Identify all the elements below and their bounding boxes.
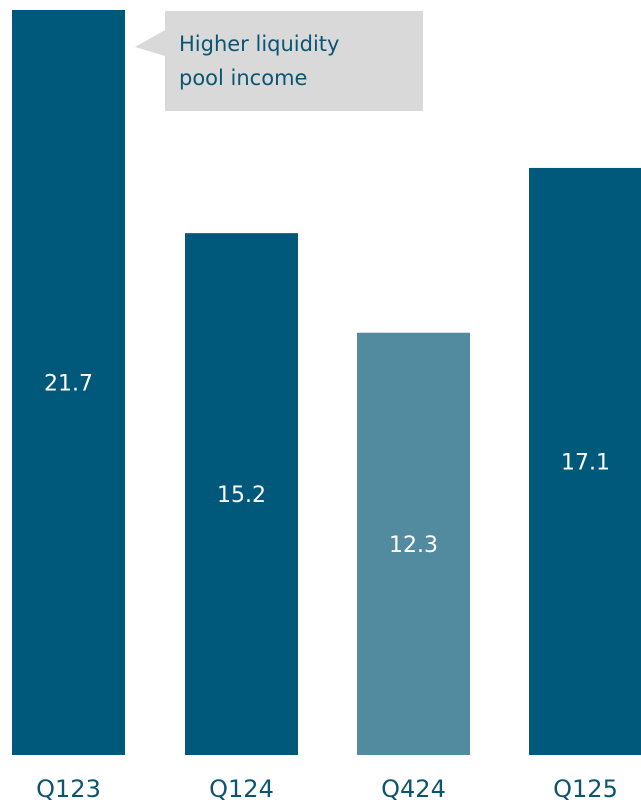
callout-box <box>135 11 423 111</box>
value-labels-group: 21.7 15.2 12.3 17.1 <box>44 372 610 558</box>
callout-text-line-1: Higher liquidity <box>179 32 339 56</box>
annotation-callout: Higher liquidity pool income <box>135 11 423 111</box>
x-tick-label-q124: Q124 <box>209 775 274 803</box>
x-tick-label-q123: Q123 <box>36 775 101 803</box>
x-tick-label-q125: Q125 <box>553 775 618 803</box>
bar-q424 <box>357 332 470 755</box>
value-label-q424: 12.3 <box>389 533 438 558</box>
value-label-q124: 15.2 <box>217 483 266 508</box>
callout-text-line-2: pool income <box>179 66 307 90</box>
bar-q124 <box>185 233 298 755</box>
bar-q123 <box>12 10 125 755</box>
value-label-q123: 21.7 <box>44 372 93 397</box>
bar-q125 <box>529 167 641 755</box>
x-tick-label-q424: Q424 <box>381 775 446 803</box>
bars-group <box>12 10 641 755</box>
x-tick-labels-group: Q123 Q124 Q424 Q125 <box>36 775 618 803</box>
value-label-q125: 17.1 <box>561 450 610 475</box>
